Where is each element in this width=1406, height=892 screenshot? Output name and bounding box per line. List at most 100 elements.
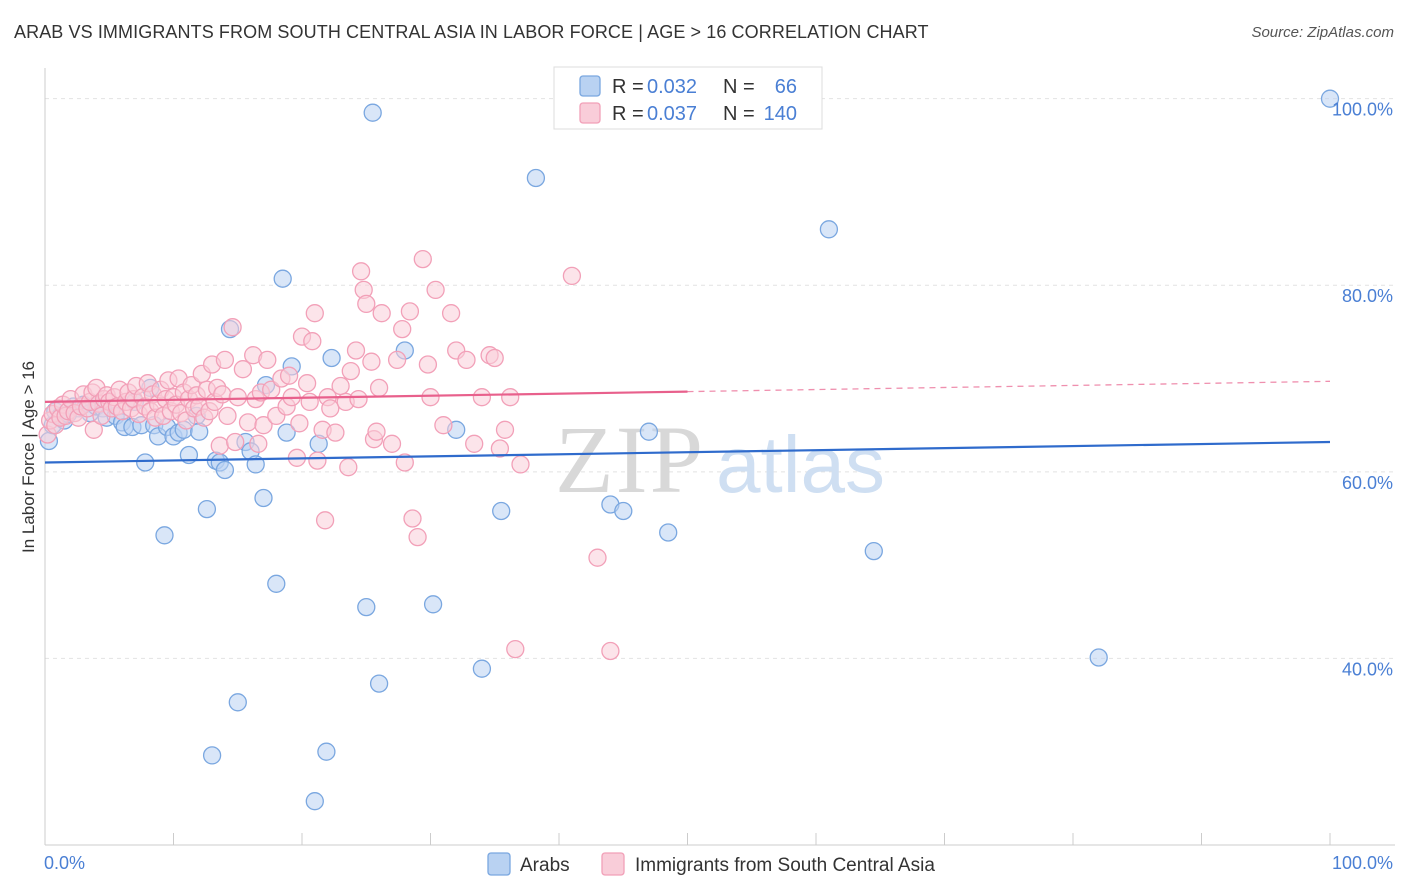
immigrants-point-119 (408, 527, 427, 547)
arabs-point-43 (267, 574, 286, 593)
chart-title: ARAB VS IMMIGRANTS FROM SOUTH CENTRAL AS… (14, 22, 929, 42)
immigrants-point-103 (346, 341, 366, 360)
immigrants-point-66 (213, 385, 232, 404)
legend-r-label-immigrants: R = (612, 103, 644, 125)
immigrants-point-135 (506, 639, 525, 659)
immigrants-point-113 (382, 434, 402, 453)
y-axis-label: In Labor Force | Age > 16 (19, 361, 38, 553)
legend-n-value-arabs: 66 (775, 76, 797, 98)
immigrants-point-115 (393, 319, 412, 339)
immigrants-point-68 (218, 406, 237, 426)
arabs-point-58 (492, 501, 511, 521)
watermark-zip: ZIP (555, 406, 705, 513)
bottom-legend-swatch-arabs (487, 852, 511, 876)
immigrants-point-132 (490, 439, 510, 458)
trend-lines (44, 380, 1331, 464)
bottom-legend: Arabs Immigrants from South Central Asia (487, 852, 935, 876)
immigrants-point-89 (297, 374, 317, 393)
arabs-point-55 (423, 595, 443, 614)
immigrants-point-134 (501, 388, 520, 407)
y-tick-label-1: 80.0% (1342, 286, 1393, 306)
arabs-point-59 (526, 168, 546, 188)
immigrants-point-78 (254, 416, 273, 435)
immigrants-point-138 (588, 548, 607, 567)
y-tick-labels: 100.0% 80.0% 60.0% 40.0% (1332, 100, 1393, 680)
immigrants-point-84 (279, 366, 299, 385)
legend: R = 0.032 N = 66 R = 0.037 N = 140 (553, 66, 823, 130)
arabs-point-37 (228, 693, 247, 712)
arabs-point-65 (864, 541, 883, 561)
immigrants-point-98 (326, 423, 345, 442)
immigrants-point-70 (226, 432, 245, 452)
legend-n-value-immigrants: 140 (764, 103, 797, 125)
bottom-legend-label-arabs: Arabs (520, 855, 570, 876)
immigrants-point-17 (84, 420, 103, 439)
immigrants-point-127 (457, 350, 476, 370)
arabs-point-49 (317, 742, 336, 761)
immigrants-point-122 (421, 388, 440, 407)
arabs-point-45 (277, 423, 296, 442)
zipatlas-watermark: ZIP atlas (555, 406, 885, 513)
immigrants-point-117 (400, 302, 420, 321)
arabs-point-35 (215, 460, 235, 480)
immigrants-point-101 (339, 458, 358, 477)
immigrants-point-93 (308, 451, 327, 470)
x-tick-labels: 0.0% 100.0% (44, 853, 1393, 873)
immigrants-point-116 (395, 453, 414, 472)
immigrants-point-67 (215, 350, 235, 370)
immigrants-point-90 (300, 392, 319, 412)
legend-r-value-immigrants: 0.037 (647, 103, 697, 125)
immigrants-point-102 (341, 361, 360, 381)
arabs-point-66 (1089, 648, 1108, 667)
arabs-point-52 (363, 103, 382, 122)
immigrants-point-114 (387, 350, 407, 370)
arabs-point-53 (369, 674, 389, 693)
arabs-point-64 (819, 220, 839, 239)
chart-source: Source: ZipAtlas.com (1251, 24, 1394, 41)
immigrants-point-133 (495, 420, 515, 439)
arabs-point-67 (1320, 89, 1340, 108)
y-tick-label-0: 100.0% (1332, 100, 1393, 120)
immigrants-point-139 (601, 641, 620, 661)
immigrants-point-110 (367, 422, 386, 441)
immigrants-point-121 (418, 355, 438, 374)
arabs-point-47 (305, 792, 324, 811)
immigrants-point-128 (465, 434, 484, 453)
arabs-point-51 (357, 597, 376, 617)
immigrants-point-72 (233, 360, 253, 379)
arabs-point-19 (136, 453, 155, 472)
immigrants-point-71 (228, 388, 247, 407)
immigrants-point-79 (258, 350, 277, 370)
immigrants-trend-line (44, 390, 688, 403)
immigrants-point-95 (315, 511, 335, 530)
immigrants-point-107 (357, 294, 376, 314)
immigrants-point-111 (369, 378, 389, 398)
y-tick-label-3: 40.0% (1342, 659, 1393, 679)
immigrants-point-99 (331, 376, 350, 396)
immigrants-point-124 (434, 416, 453, 435)
immigrants-point-69 (223, 318, 242, 337)
immigrants-point-76 (249, 434, 268, 453)
immigrants-point-129 (472, 388, 492, 407)
arabs-point-50 (322, 348, 341, 368)
arabs-point-32 (202, 746, 222, 765)
immigrants-point-105 (351, 262, 371, 281)
y-tick-label-2: 60.0% (1342, 473, 1393, 493)
watermark-atlas: atlas (716, 420, 885, 509)
x-tick-label-1: 100.0% (1332, 853, 1393, 873)
arabs-point-63 (659, 523, 678, 542)
immigrants-point-131 (485, 348, 504, 368)
arabs-point-44 (273, 269, 292, 288)
immigrants-point-137 (562, 266, 582, 286)
bottom-legend-label-immigrants: Immigrants from South Central Asia (635, 855, 935, 876)
immigrants-point-123 (426, 280, 445, 300)
immigrants-trend-line-extension (687, 380, 1331, 393)
arabs-trend-line (44, 440, 1331, 464)
immigrants-point-136 (511, 455, 530, 474)
legend-n-label-arabs: N = (723, 76, 755, 98)
immigrants-point-120 (413, 249, 432, 269)
immigrants-point-112 (372, 304, 391, 323)
immigrants-point-87 (290, 414, 309, 433)
arabs-point-57 (472, 659, 492, 678)
